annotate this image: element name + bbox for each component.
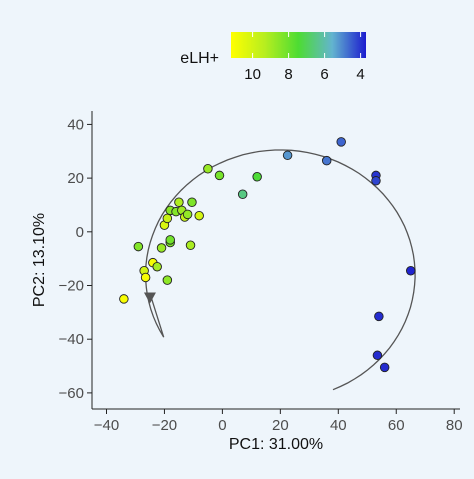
data-point: [371, 176, 381, 186]
data-point: [185, 240, 196, 250]
data-point: [162, 213, 173, 224]
data-point: [152, 261, 162, 272]
trajectory-layer: [143, 149, 416, 391]
data-point: [187, 197, 197, 208]
data-point: [203, 163, 213, 174]
colorbar-ticks: 10 8 6 4: [244, 32, 365, 83]
trajectory-arrowhead: [143, 292, 156, 304]
y-tick-label: 20: [67, 170, 84, 187]
trajectory-curve: [144, 149, 416, 391]
y-tick-label: 0: [76, 224, 84, 241]
legend-title: eLH+: [180, 50, 219, 67]
colorbar-tick-label: 6: [320, 66, 328, 83]
x-tick-label: 80: [446, 417, 463, 434]
x-tick-label: 0: [218, 417, 226, 434]
data-point: [374, 311, 384, 322]
data-point: [252, 172, 262, 182]
x-tick-label: 20: [272, 417, 289, 434]
x-tick-label: 40: [330, 417, 347, 434]
data-point: [379, 362, 390, 373]
axes: −40 −20 0 20 40 60 80 −60 −40 −20 0 20 40: [59, 111, 463, 434]
y-tick-label: 40: [67, 116, 84, 133]
data-point: [405, 265, 416, 276]
colorbar-tick-label: 10: [244, 66, 261, 83]
data-point: [182, 209, 193, 220]
colorbar: [231, 32, 366, 58]
data-point: [165, 235, 175, 245]
legend: eLH+ 10 8 6 4: [180, 32, 366, 83]
data-point: [321, 155, 332, 166]
data-point: [282, 150, 293, 161]
data-point: [194, 210, 204, 221]
data-point: [237, 189, 248, 199]
points-layer: [119, 137, 416, 373]
data-point: [336, 137, 346, 147]
data-point: [119, 294, 129, 304]
data-point: [133, 241, 144, 252]
y-axis-ticks: −60 −40 −20 0 20 40: [59, 116, 92, 402]
colorbar-tick-label: 4: [356, 66, 364, 83]
x-tick-label: 60: [388, 417, 405, 434]
x-tick-label: −20: [152, 417, 177, 434]
data-point: [214, 170, 225, 181]
colorbar-tick-label: 8: [284, 66, 292, 83]
x-axis-title: PC1: 31.00%: [229, 436, 323, 453]
y-tick-label: −60: [59, 385, 84, 402]
data-point: [372, 350, 383, 361]
y-axis-title: PC2: 13.10%: [31, 213, 48, 307]
y-tick-label: −20: [59, 278, 84, 295]
data-point: [140, 272, 151, 283]
plot-area: [119, 137, 416, 391]
x-axis-ticks: −40 −20 0 20 40 60 80: [94, 409, 463, 434]
data-point: [174, 197, 184, 208]
y-tick-label: −40: [59, 331, 84, 348]
x-tick-label: −40: [94, 417, 119, 434]
data-point: [162, 275, 173, 285]
data-point: [156, 243, 167, 253]
